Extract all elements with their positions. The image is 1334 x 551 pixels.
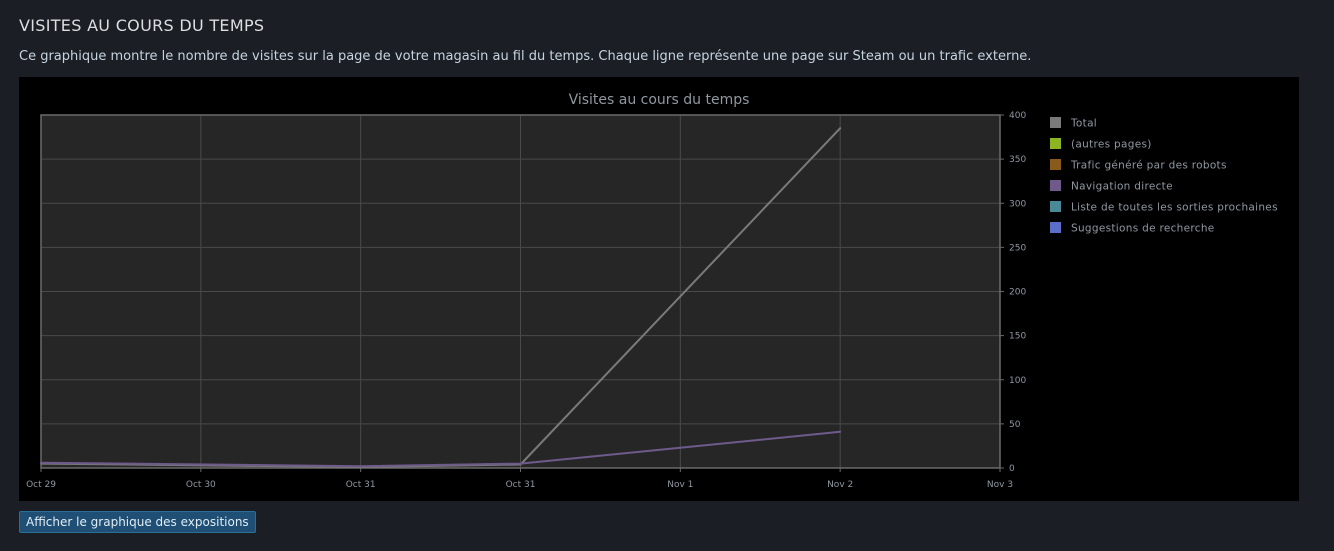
legend-label: (autres pages) (1071, 139, 1152, 151)
legend-swatch (1050, 180, 1061, 191)
legend-swatch (1050, 201, 1061, 212)
legend-swatch (1050, 138, 1061, 149)
x-tick-label: Nov 1 (667, 480, 693, 490)
legend-item: Navigation directe (1050, 180, 1173, 193)
legend-item: Suggestions de recherche (1050, 222, 1215, 235)
legend-item: Trafic généré par des robots (1050, 159, 1227, 172)
visits-line-chart: Visites au cours du temps Oct 29 Oct 30 Oc… (26, 92, 1278, 490)
y-tick-label: 100 (1009, 376, 1026, 386)
legend-label: Total (1070, 118, 1097, 130)
legend-label: Trafic généré par des robots (1070, 160, 1227, 172)
show-exposures-chart-button[interactable]: Afficher le graphique des expositions (19, 511, 256, 533)
page-description: Ce graphique montre le nombre de visites… (19, 49, 1032, 64)
y-tick-label: 150 (1009, 332, 1026, 342)
visits-chart-panel: Visites au cours du temps Oct 29 Oct 30 Oc… (19, 77, 1299, 501)
x-tick-label: Oct 31 (346, 480, 376, 490)
page-title: VISITES AU COURS DU TEMPS (19, 16, 265, 35)
legend-item: Total (1050, 117, 1097, 130)
chart-legend: Total (autres pages) Trafic généré par des… (1050, 117, 1278, 235)
legend-swatch (1050, 117, 1061, 128)
y-tick-label: 300 (1009, 199, 1026, 209)
legend-swatch (1050, 222, 1061, 233)
legend-item: (autres pages) (1050, 138, 1152, 151)
plot-area: Oct 29 Oct 30 Oct 31 Oct 31 Nov 1 Nov 2 Nov 3 0… (26, 111, 1026, 490)
y-tick-label: 50 (1009, 420, 1021, 430)
y-tick-label: 350 (1009, 155, 1026, 165)
y-tick-label: 400 (1009, 111, 1026, 121)
chart-title: Visites au cours du temps (569, 92, 750, 108)
x-tick-label: Nov 2 (827, 480, 853, 490)
y-tick-label: 200 (1009, 288, 1026, 298)
legend-label: Liste de toutes les sorties prochaines (1071, 202, 1278, 214)
legend-swatch (1050, 159, 1061, 170)
legend-label: Suggestions de recherche (1071, 223, 1215, 235)
y-tick-label: 0 (1009, 464, 1015, 474)
legend-label: Navigation directe (1071, 181, 1173, 193)
x-tick-label: Oct 30 (186, 480, 216, 490)
y-tick-label: 250 (1009, 243, 1026, 253)
x-tick-label: Oct 29 (26, 480, 56, 490)
legend-item: Liste de toutes les sorties prochaines (1050, 201, 1278, 214)
x-tick-label: Oct 31 (506, 480, 536, 490)
series-line (40, 430, 842, 468)
x-tick-label: Nov 3 (987, 480, 1013, 490)
